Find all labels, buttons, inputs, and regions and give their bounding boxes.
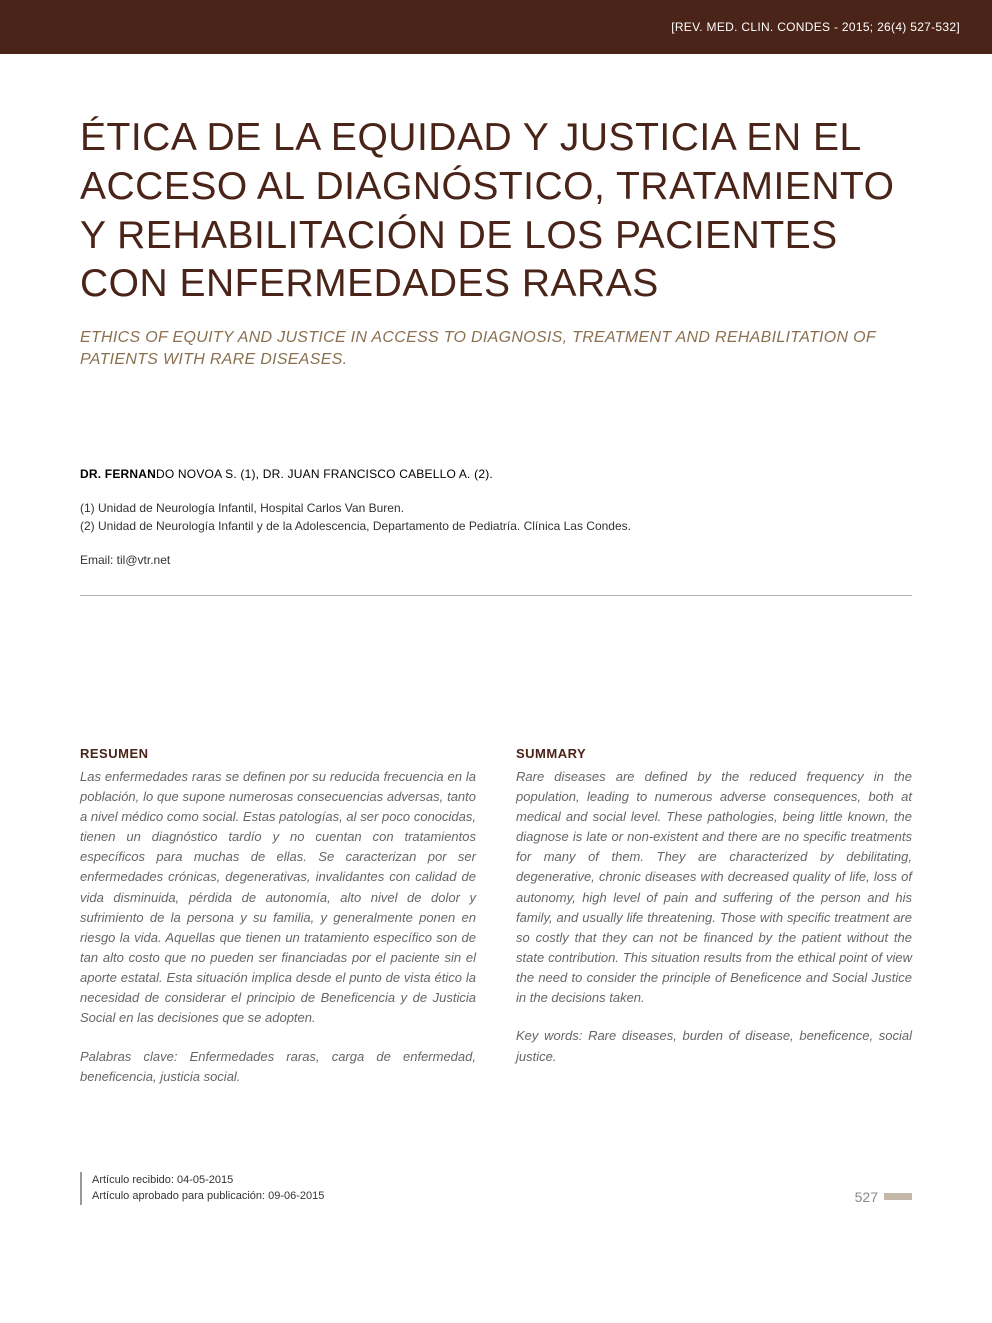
affiliation-2: (2) Unidad de Neurología Infantil y de l… [80, 517, 912, 535]
contact-email: Email: til@vtr.net [80, 553, 912, 567]
abstract-spanish: RESUMEN Las enfermedades raras se define… [80, 746, 476, 1087]
keywords-spanish: Palabras clave: Enfermedades raras, carg… [80, 1047, 476, 1087]
abstract-english: SUMMARY Rare diseases are defined by the… [516, 746, 912, 1087]
abstract-body-spanish: Las enfermedades raras se definen por su… [80, 767, 476, 1029]
authors-line: DR. FERNANDO NOVOA S. (1), DR. JUAN FRAN… [80, 467, 912, 481]
page-number-block: 527 [855, 1189, 912, 1205]
abstract-heading-resumen: RESUMEN [80, 746, 476, 761]
journal-header-bar: [REV. MED. CLIN. CONDES - 2015; 26(4) 52… [0, 0, 992, 54]
abstracts-container: RESUMEN Las enfermedades raras se define… [80, 746, 912, 1087]
date-approved: Artículo aprobado para publicación: 09-0… [92, 1188, 324, 1205]
page-footer: Artículo recibido: 04-05-2015 Artículo a… [0, 1172, 992, 1235]
article-title-english: ETHICS OF EQUITY AND JUSTICE IN ACCESS T… [80, 327, 912, 372]
affiliations: (1) Unidad de Neurología Infantil, Hospi… [80, 499, 912, 535]
article-content: ÉTICA DE LA EQUIDAD Y JUSTICIA EN EL ACC… [0, 54, 992, 1172]
author-rest: DO NOVOA S. (1), DR. JUAN FRANCISCO CABE… [156, 467, 493, 481]
abstract-heading-summary: SUMMARY [516, 746, 912, 761]
article-title-main: ÉTICA DE LA EQUIDAD Y JUSTICIA EN EL ACC… [80, 114, 912, 309]
author-bold-prefix: DR. FERNAN [80, 467, 156, 481]
journal-citation: [REV. MED. CLIN. CONDES - 2015; 26(4) 52… [671, 20, 960, 34]
affiliation-1: (1) Unidad de Neurología Infantil, Hospi… [80, 499, 912, 517]
keywords-english: Key words: Rare diseases, burden of dise… [516, 1026, 912, 1066]
date-received: Artículo recibido: 04-05-2015 [92, 1172, 324, 1189]
article-dates: Artículo recibido: 04-05-2015 Artículo a… [80, 1172, 324, 1205]
page-number: 527 [855, 1189, 878, 1205]
page-bar-icon [884, 1193, 912, 1200]
section-divider [80, 595, 912, 596]
abstract-body-english: Rare diseases are defined by the reduced… [516, 767, 912, 1009]
